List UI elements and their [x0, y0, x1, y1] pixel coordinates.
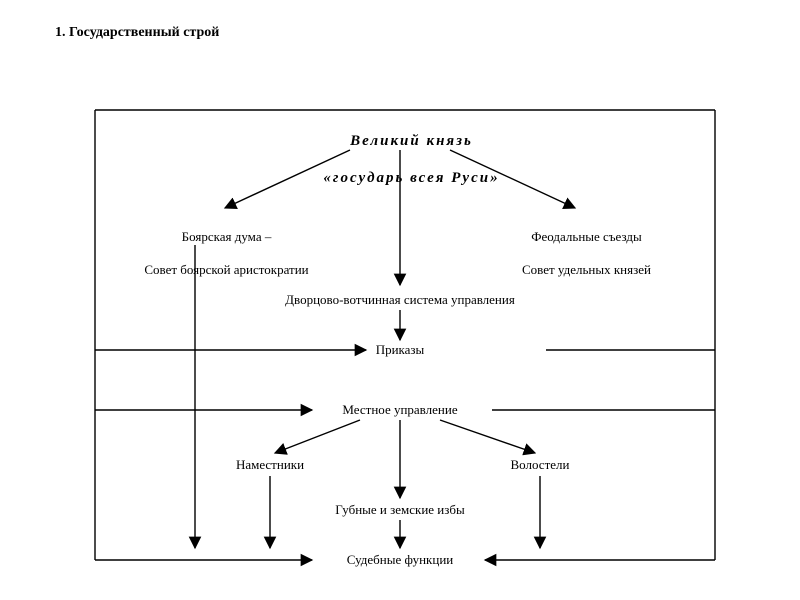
- node-feodal-line2: Совет удельных князей: [522, 262, 651, 277]
- node-feodal: Феодальные съезды Совет удельных князей: [460, 213, 700, 294]
- diagram-stage: 1. Государственный строй Великий князь «…: [0, 0, 800, 600]
- node-boyar-line1: Боярская дума –: [182, 229, 272, 244]
- node-boyar: Боярская дума – Совет боярской аристокра…: [90, 213, 350, 294]
- node-namestniki: Наместники: [200, 457, 340, 473]
- node-root-line1: Великий князь: [350, 133, 473, 149]
- node-volosteli: Волостели: [470, 457, 610, 473]
- node-prikazy: Приказы: [340, 342, 460, 358]
- node-root-line2: «государь всея Руси»: [323, 170, 499, 186]
- node-root: Великий князь «государь всея Руси»: [260, 113, 540, 207]
- node-boyar-line2: Совет боярской аристократии: [144, 262, 308, 277]
- page-title: 1. Государственный строй: [55, 25, 219, 41]
- node-dvorcovo: Дворцово-вотчинная система управления: [230, 292, 570, 308]
- node-sudebnye: Судебные функции: [300, 552, 500, 568]
- node-gubnye: Губные и земские избы: [290, 502, 510, 518]
- node-feodal-line1: Феодальные съезды: [531, 229, 641, 244]
- node-mestnoe: Местное управление: [300, 402, 500, 418]
